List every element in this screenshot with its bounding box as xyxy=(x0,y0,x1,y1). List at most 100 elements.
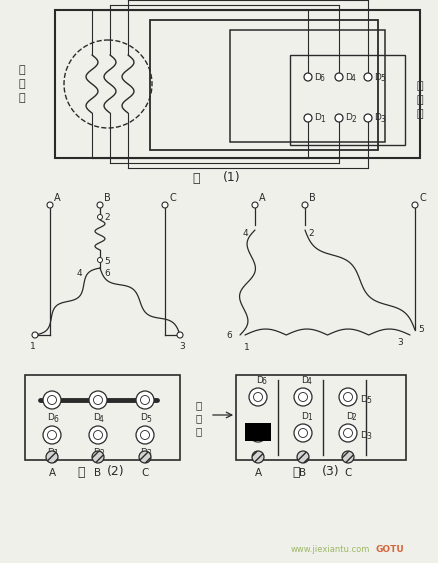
Text: D: D xyxy=(374,73,381,82)
Circle shape xyxy=(97,202,103,208)
Bar xyxy=(230,30,385,142)
Text: 5: 5 xyxy=(380,74,385,83)
Text: 2: 2 xyxy=(308,229,314,238)
Text: 1: 1 xyxy=(30,342,36,351)
Circle shape xyxy=(141,431,149,440)
Text: 2: 2 xyxy=(351,115,356,124)
Text: 1: 1 xyxy=(53,449,58,458)
Circle shape xyxy=(89,426,107,444)
Circle shape xyxy=(335,73,343,81)
Text: GOTU: GOTU xyxy=(376,546,404,555)
Text: B: B xyxy=(300,468,307,478)
Text: C: C xyxy=(141,468,148,478)
Circle shape xyxy=(364,73,372,81)
Text: 5: 5 xyxy=(146,414,151,423)
Text: 5: 5 xyxy=(366,396,371,405)
Circle shape xyxy=(299,428,307,437)
Circle shape xyxy=(89,391,107,409)
Text: D: D xyxy=(301,376,308,385)
Text: 图: 图 xyxy=(78,466,85,479)
Text: 3: 3 xyxy=(146,449,151,458)
Text: B: B xyxy=(104,193,111,203)
Circle shape xyxy=(412,202,418,208)
Circle shape xyxy=(254,392,262,401)
Text: D: D xyxy=(140,448,147,457)
Circle shape xyxy=(136,426,154,444)
Bar xyxy=(236,375,406,460)
Text: 3: 3 xyxy=(397,338,403,347)
Circle shape xyxy=(343,428,353,437)
Text: D: D xyxy=(345,114,352,123)
Text: 接
线
板: 接 线 板 xyxy=(417,81,423,119)
Text: 1: 1 xyxy=(307,413,312,422)
Circle shape xyxy=(364,114,372,122)
Text: 1: 1 xyxy=(320,115,325,124)
Circle shape xyxy=(304,114,312,122)
Text: 5: 5 xyxy=(104,257,110,266)
Circle shape xyxy=(299,392,307,401)
Circle shape xyxy=(339,424,357,442)
Circle shape xyxy=(93,431,102,440)
Text: D: D xyxy=(314,114,321,123)
Circle shape xyxy=(141,395,149,404)
Text: D: D xyxy=(314,73,321,82)
Text: 6: 6 xyxy=(104,269,110,278)
Text: 4: 4 xyxy=(242,229,248,238)
Text: D: D xyxy=(346,412,353,421)
Text: (2): (2) xyxy=(107,466,125,479)
Text: 4: 4 xyxy=(307,378,312,387)
Circle shape xyxy=(294,424,312,442)
Circle shape xyxy=(92,451,104,463)
Text: D: D xyxy=(256,376,263,385)
Text: 2: 2 xyxy=(99,449,104,458)
Text: C: C xyxy=(169,193,176,203)
Circle shape xyxy=(177,332,183,338)
Bar xyxy=(150,20,378,150)
Circle shape xyxy=(339,388,357,406)
Circle shape xyxy=(32,332,38,338)
Text: 4: 4 xyxy=(351,74,356,83)
Circle shape xyxy=(294,388,312,406)
Text: D: D xyxy=(301,412,308,421)
FancyBboxPatch shape xyxy=(245,423,271,441)
Text: D: D xyxy=(47,413,54,422)
Circle shape xyxy=(47,431,57,440)
Text: 图: 图 xyxy=(293,466,300,479)
Circle shape xyxy=(252,202,258,208)
Circle shape xyxy=(252,451,264,463)
Text: 2: 2 xyxy=(104,213,110,222)
Circle shape xyxy=(342,451,354,463)
Text: D: D xyxy=(93,413,100,422)
Text: 3: 3 xyxy=(179,342,185,351)
Text: 1: 1 xyxy=(244,343,250,352)
Text: D: D xyxy=(93,448,100,457)
Text: D: D xyxy=(360,431,367,440)
Text: 板: 板 xyxy=(196,426,202,436)
Text: C: C xyxy=(344,468,352,478)
Circle shape xyxy=(249,424,267,442)
Text: 4: 4 xyxy=(99,414,104,423)
Text: 接: 接 xyxy=(196,400,202,410)
Circle shape xyxy=(43,391,61,409)
Text: 3: 3 xyxy=(366,432,371,441)
Circle shape xyxy=(254,428,262,437)
Text: C: C xyxy=(419,193,426,203)
Circle shape xyxy=(249,388,267,406)
Text: 6: 6 xyxy=(320,74,325,83)
Circle shape xyxy=(297,451,309,463)
Text: 3: 3 xyxy=(380,115,385,124)
Text: A: A xyxy=(254,468,261,478)
Text: 线: 线 xyxy=(196,413,202,423)
Text: A: A xyxy=(259,193,265,203)
Text: www.jiexiantu.com: www.jiexiantu.com xyxy=(290,546,370,555)
Bar xyxy=(55,10,420,158)
Text: D: D xyxy=(47,448,54,457)
Text: 图: 图 xyxy=(192,172,200,185)
Text: D: D xyxy=(345,73,352,82)
Text: B: B xyxy=(95,468,102,478)
Circle shape xyxy=(47,202,53,208)
Circle shape xyxy=(302,202,308,208)
Circle shape xyxy=(304,73,312,81)
Circle shape xyxy=(335,114,343,122)
Text: 5: 5 xyxy=(418,325,424,334)
